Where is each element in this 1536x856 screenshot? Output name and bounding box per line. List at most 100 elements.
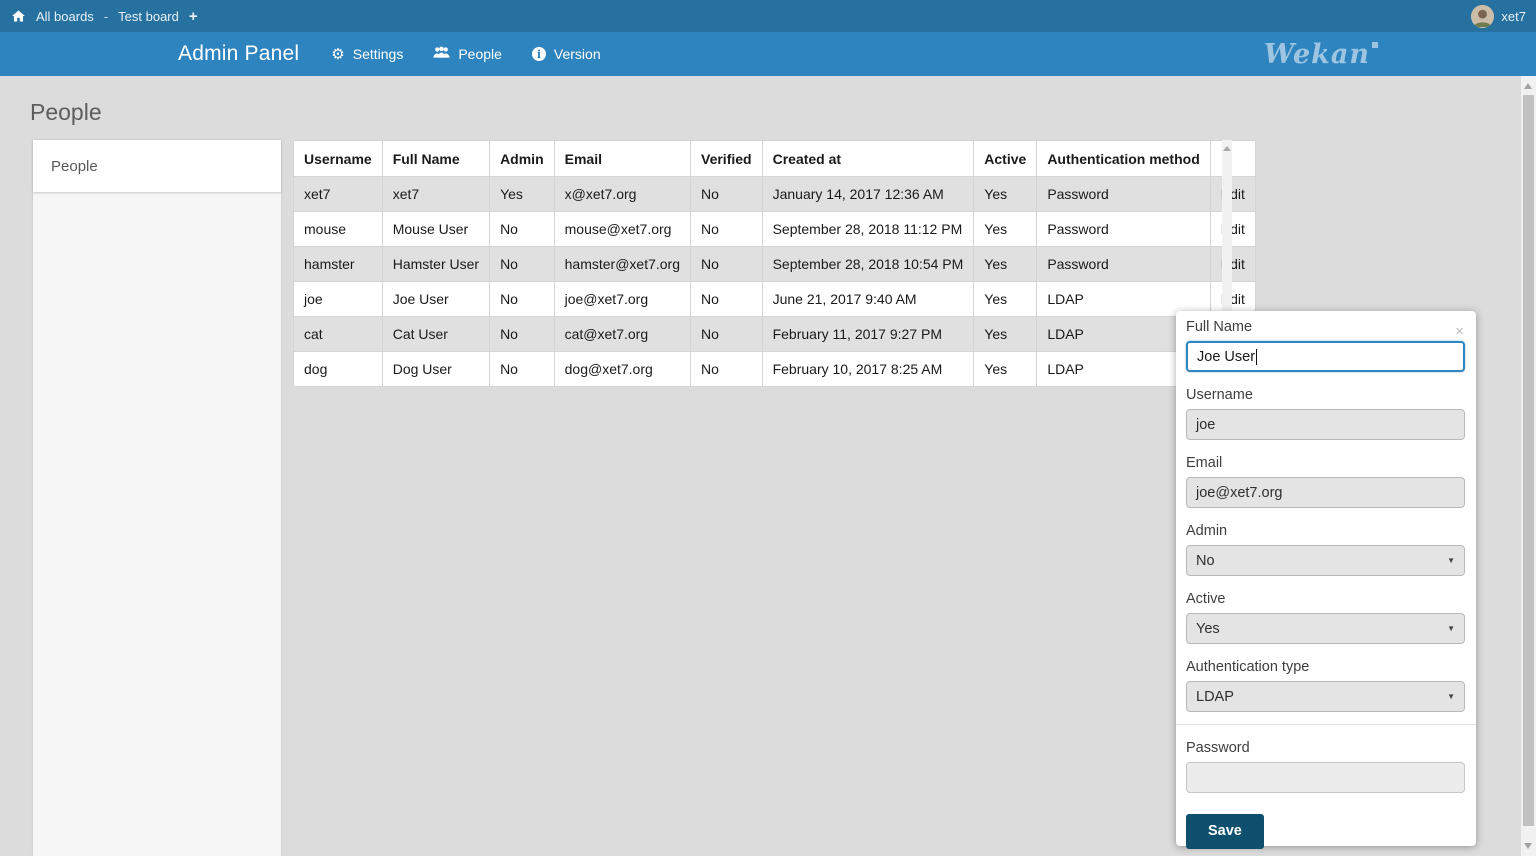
- cell-verified: No: [690, 246, 763, 282]
- sidebar: People: [33, 140, 281, 856]
- username-value: joe: [1196, 416, 1216, 433]
- cell-auth-method: Password: [1036, 211, 1211, 247]
- auth-selected-value: LDAP: [1196, 688, 1234, 705]
- active-select[interactable]: Yes ▼: [1186, 613, 1465, 644]
- full-name-label: Full Name: [1186, 319, 1253, 335]
- cell-email: joe@xet7.org: [553, 281, 692, 317]
- cell-admin: No: [489, 246, 555, 282]
- table-row: cat Cat User No cat@xet7.org No February…: [293, 316, 1256, 352]
- password-input[interactable]: [1186, 762, 1465, 793]
- sidebar-item-people[interactable]: People: [33, 140, 281, 192]
- cell-username: mouse: [293, 211, 383, 247]
- page-title: People: [30, 99, 102, 125]
- menu-label-version: Version: [553, 46, 601, 62]
- wekan-logo: Wekan: [1264, 41, 1378, 68]
- avatar[interactable]: [1471, 4, 1495, 28]
- cell-created-at: February 11, 2017 9:27 PM: [761, 316, 975, 352]
- cell-active: Yes: [973, 351, 1038, 387]
- breadcrumb: All boards - Test board +: [0, 8, 198, 25]
- chevron-down-icon: ▼: [1447, 624, 1455, 633]
- cell-active: Yes: [973, 211, 1038, 247]
- add-board-icon[interactable]: +: [188, 7, 198, 25]
- cell-fullname: Mouse User: [381, 211, 491, 247]
- top-bar: All boards - Test board + xet7: [0, 0, 1536, 32]
- admin-panel-title: Admin Panel: [178, 42, 300, 65]
- active-selected-value: Yes: [1196, 620, 1220, 637]
- col-header-created-at: Created at: [761, 140, 975, 177]
- auth-type-select[interactable]: LDAP ▼: [1186, 681, 1465, 712]
- full-name-value: Joe User: [1197, 348, 1256, 365]
- cell-fullname: Hamster User: [381, 246, 491, 282]
- home-icon[interactable]: [11, 9, 26, 23]
- cell-active: Yes: [973, 176, 1038, 212]
- cell-admin: No: [489, 316, 555, 352]
- auth-type-label: Authentication type: [1186, 659, 1310, 675]
- page-scrollbar[interactable]: [1521, 76, 1536, 856]
- col-header-auth-method: Authentication method: [1036, 140, 1211, 177]
- password-label: Password: [1186, 740, 1250, 756]
- menu-label-settings: Settings: [352, 46, 404, 62]
- gear-icon: ⚙: [331, 45, 345, 63]
- col-header-email: Email: [553, 140, 692, 177]
- chevron-down-icon: ▼: [1447, 556, 1455, 565]
- username-input: joe: [1186, 409, 1465, 440]
- email-label: Email: [1186, 455, 1223, 471]
- breadcrumb-separator: -: [103, 8, 109, 24]
- table-row: hamster Hamster User No hamster@xet7.org…: [293, 246, 1256, 282]
- email-input: joe@xet7.org: [1186, 477, 1465, 508]
- cell-created-at: January 14, 2017 12:36 AM: [761, 176, 975, 212]
- col-header-username: Username: [293, 140, 383, 177]
- col-header-active: Active: [973, 140, 1038, 177]
- cell-email: mouse@xet7.org: [553, 211, 692, 247]
- breadcrumb-all-boards[interactable]: All boards: [36, 8, 94, 24]
- cell-email: x@xet7.org: [553, 176, 692, 212]
- scroll-up-icon[interactable]: [1223, 146, 1231, 151]
- cell-verified: No: [690, 316, 763, 352]
- cell-username: cat: [293, 316, 383, 352]
- cell-fullname: Cat User: [381, 316, 491, 352]
- wekan-logo-text: Wekan: [1263, 38, 1370, 70]
- cell-created-at: September 28, 2018 10:54 PM: [761, 246, 975, 282]
- cell-username: hamster: [293, 246, 383, 282]
- cell-email: cat@xet7.org: [553, 316, 692, 352]
- cell-verified: No: [690, 281, 763, 317]
- admin-label: Admin: [1186, 523, 1228, 539]
- menu-item-people[interactable]: People: [433, 46, 502, 62]
- menu-item-version[interactable]: i Version: [531, 46, 601, 62]
- save-button[interactable]: Save: [1186, 814, 1264, 849]
- admin-select[interactable]: No ▼: [1186, 545, 1465, 576]
- col-header-actions: [1209, 140, 1256, 177]
- chevron-down-icon: ▼: [1447, 692, 1455, 701]
- cell-auth-method: Password: [1036, 246, 1211, 282]
- edit-user-popup: × Full Name Joe User Username joe Email …: [1176, 311, 1476, 849]
- scrollbar-thumb[interactable]: [1523, 95, 1534, 826]
- breadcrumb-test-board[interactable]: Test board: [118, 8, 179, 24]
- close-icon[interactable]: ×: [1455, 323, 1464, 340]
- cell-created-at: February 10, 2017 8:25 AM: [761, 351, 975, 387]
- sidebar-item-label: People: [51, 157, 98, 175]
- cell-username: dog: [293, 351, 383, 387]
- full-name-input[interactable]: Joe User: [1186, 341, 1465, 372]
- table-row: xet7 xet7 Yes x@xet7.org No January 14, …: [293, 176, 1256, 212]
- col-header-admin: Admin: [489, 140, 555, 177]
- cell-created-at: September 28, 2018 11:12 PM: [761, 211, 975, 247]
- scroll-up-icon[interactable]: [1524, 83, 1532, 89]
- cell-active: Yes: [973, 246, 1038, 282]
- people-table: Username Full Name Admin Email Verified …: [293, 140, 1256, 387]
- table-row: joe Joe User No joe@xet7.org No June 21,…: [293, 281, 1256, 317]
- wekan-logo-dot: [1372, 41, 1378, 48]
- people-icon: [433, 46, 450, 62]
- member-area[interactable]: xet7: [1471, 4, 1536, 28]
- username-label: Username: [1186, 387, 1253, 403]
- cell-admin: No: [489, 281, 555, 317]
- admin-header: Admin Panel ⚙ Settings People i Version: [0, 32, 1536, 76]
- cell-username: joe: [293, 281, 383, 317]
- cell-fullname: Dog User: [381, 351, 491, 387]
- scroll-down-icon[interactable]: [1524, 843, 1532, 849]
- cell-verified: No: [690, 211, 763, 247]
- table-row: mouse Mouse User No mouse@xet7.org No Se…: [293, 211, 1256, 247]
- cell-username: xet7: [293, 176, 383, 212]
- menu-item-settings[interactable]: ⚙ Settings: [331, 46, 403, 62]
- cell-verified: No: [690, 351, 763, 387]
- cell-email: dog@xet7.org: [553, 351, 692, 387]
